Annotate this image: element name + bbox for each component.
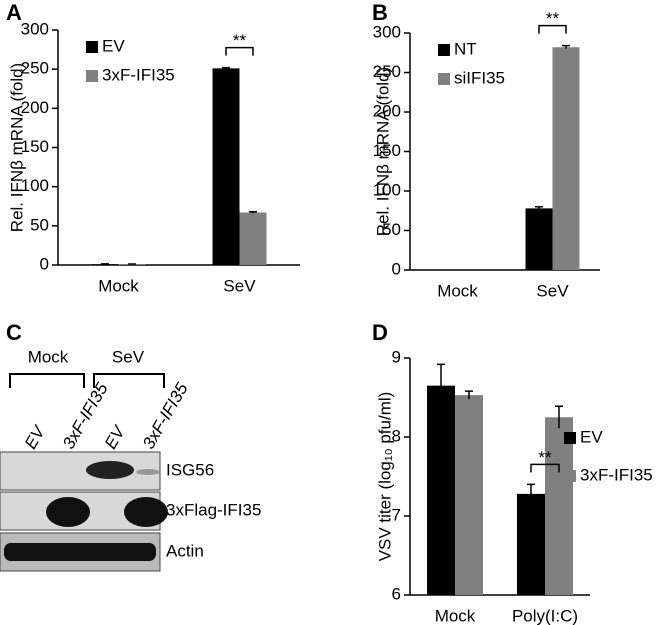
y-tick-label: 9 [392,347,401,366]
x-tick-label: Poly(I:C) [512,606,578,625]
band [4,543,156,561]
y-tick-label: 300 [21,19,49,38]
y-tick-label: 0 [392,259,401,278]
legend-label: EV [580,427,603,446]
y-tick-label: 100 [373,180,401,199]
y-axis-label: VSV titer (log₁₀ pfu/ml) [375,392,394,562]
bar [239,212,267,265]
x-tick-label: SeV [223,276,256,295]
x-tick-label: SeV [536,281,569,300]
error-bar [527,483,535,504]
legend-swatch [564,432,576,444]
legend-swatch [86,41,98,53]
legend-label: 3xF-IFI35 [102,65,175,84]
group-label: Mock [28,347,69,366]
bar [427,385,455,595]
legend-swatch [438,44,450,56]
row-label: 3xFlag-IFI35 [166,500,261,519]
lane-label: EV [101,422,130,453]
band [46,497,90,527]
legend-swatch [438,73,450,85]
group-bracket [9,373,85,388]
legend-label: siIFI35 [454,68,505,87]
bar [545,417,573,595]
error-bar [465,390,473,400]
error-bar [437,363,445,407]
legend-label: NT [454,39,477,58]
bar [455,395,483,595]
significance-label: ** [233,31,247,50]
y-tick-label: 8 [392,426,401,445]
lane-label: EV [21,422,50,453]
y-tick-label: 250 [373,62,401,81]
x-tick-label: Mock [98,276,139,295]
panel-letter: A [6,0,22,25]
lane-label: 3xF-IFI35 [139,379,192,452]
y-tick-label: 0 [40,254,49,273]
y-tick-label: 7 [392,505,401,524]
legend-swatch [86,70,98,82]
band [124,497,168,527]
y-tick-label: 150 [373,141,401,160]
legend-label: EV [102,36,125,55]
panel-letter: B [372,0,388,25]
error-bar [101,263,109,265]
legend-swatch [564,470,576,482]
bar [552,47,580,270]
bar [212,68,240,265]
band [136,469,160,475]
significance-bracket [538,24,567,34]
row-label: Actin [166,541,204,560]
y-tick-label: 6 [392,584,401,603]
significance-bracket [225,46,254,56]
band [86,461,134,479]
y-axis-label: Rel. IFNβ mRNA (fold) [373,67,392,236]
group-bracket [93,373,165,388]
error-bar [249,210,257,214]
y-tick-label: 300 [373,22,401,41]
y-tick-label: 250 [21,59,49,78]
bar [517,493,545,595]
error-bar [535,206,543,210]
panel-letter: D [372,320,388,345]
significance-label: ** [538,448,552,467]
error-bar [555,405,563,429]
y-tick-label: 50 [382,220,401,239]
y-tick-label: 100 [21,176,49,195]
legend-label: 3xF-IFI35 [580,465,653,484]
significance-label: ** [546,9,560,28]
y-tick-label: 200 [373,101,401,120]
x-tick-label: Mock [435,606,476,625]
bar [525,208,553,270]
blot-panel: Mock SeV EV 3xF-IFI35 EV 3xF-IFI35 ISG56… [0,347,261,572]
error-bar [562,44,570,49]
y-tick-label: 150 [21,137,49,156]
panel-letter: C [6,320,22,345]
row-label: ISG56 [166,460,214,479]
significance-bracket [530,463,560,473]
y-tick-label: 200 [21,98,49,117]
y-tick-label: 50 [30,215,49,234]
blot-strip [0,451,161,491]
group-label: SeV [112,347,145,366]
x-tick-label: Mock [437,281,478,300]
error-bar [222,66,230,70]
y-axis-label: Rel. IFNβ mRNA (fold) [7,63,26,232]
